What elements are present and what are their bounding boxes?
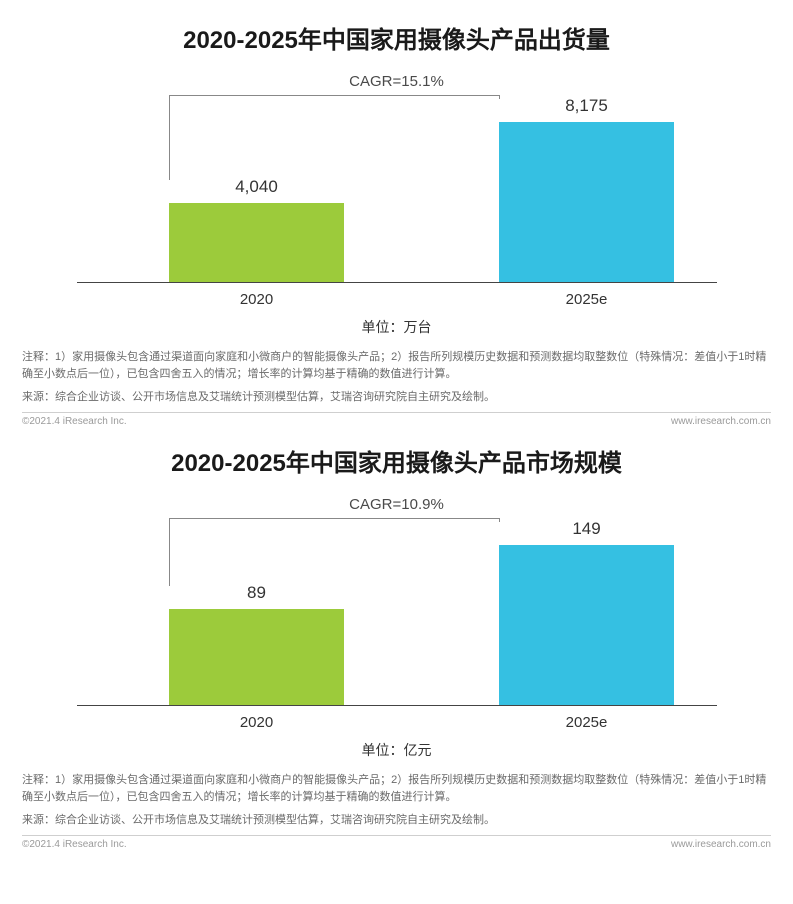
bar-value-label: 8,175 bbox=[565, 96, 608, 116]
copyright-row: ©2021.4 iResearch Inc. www.iresearch.com… bbox=[22, 412, 771, 427]
bracket-vertical-left bbox=[169, 518, 170, 586]
source-text: 来源：综合企业访谈、公开市场信息及艾瑞统计预测模型估算，艾瑞咨询研究院自主研究及… bbox=[10, 389, 783, 406]
plot-area: CAGR=10.9% 89 149 2020 2025e 单位：亿元 bbox=[77, 496, 717, 760]
bracket-vertical-right bbox=[499, 518, 500, 522]
bracket-vertical-right bbox=[499, 95, 500, 99]
chart-title: 2020-2025年中国家用摄像头产品出货量 bbox=[10, 20, 783, 55]
bar-2025e: 149 bbox=[499, 545, 674, 705]
copyright-right: www.iresearch.com.cn bbox=[671, 416, 771, 427]
copyright-right: www.iresearch.com.cn bbox=[671, 839, 771, 850]
chart-title: 2020-2025年中国家用摄像头产品市场规模 bbox=[10, 443, 783, 478]
bar-2020: 4,040 bbox=[169, 203, 344, 282]
source-text: 来源：综合企业访谈、公开市场信息及艾瑞统计预测模型估算，艾瑞咨询研究院自主研究及… bbox=[10, 812, 783, 829]
bar-2025e: 8,175 bbox=[499, 122, 674, 282]
copyright-row: ©2021.4 iResearch Inc. www.iresearch.com… bbox=[22, 835, 771, 850]
chart-shipment: 2020-2025年中国家用摄像头产品出货量 CAGR=15.1% 4,040 … bbox=[10, 20, 783, 427]
copyright-left: ©2021.4 iResearch Inc. bbox=[22, 839, 127, 850]
x-tick-label: 2020 bbox=[240, 714, 273, 731]
x-tick-label: 2025e bbox=[566, 291, 608, 308]
x-tick-label: 2020 bbox=[240, 291, 273, 308]
x-tick-label: 2025e bbox=[566, 714, 608, 731]
footnote-text: 注释：1）家用摄像头包含通过渠道面向家庭和小微商户的智能摄像头产品；2）报告所列… bbox=[10, 772, 783, 806]
plot: 89 149 bbox=[77, 496, 717, 706]
unit-label: 单位：亿元 bbox=[77, 740, 717, 760]
bracket-horizontal bbox=[169, 95, 499, 96]
plot: 4,040 8,175 bbox=[77, 73, 717, 283]
bar-value-label: 4,040 bbox=[235, 177, 278, 197]
bracket-horizontal bbox=[169, 518, 499, 519]
plot-area: CAGR=15.1% 4,040 8,175 2020 2025e 单位：万台 bbox=[77, 73, 717, 337]
bar-value-label: 149 bbox=[572, 519, 600, 539]
footnote-text: 注释：1）家用摄像头包含通过渠道面向家庭和小微商户的智能摄像头产品；2）报告所列… bbox=[10, 349, 783, 383]
bracket-vertical-left bbox=[169, 95, 170, 180]
bar-2020: 89 bbox=[169, 609, 344, 705]
unit-label: 单位：万台 bbox=[77, 317, 717, 337]
chart-market-size: 2020-2025年中国家用摄像头产品市场规模 CAGR=10.9% 89 14… bbox=[10, 443, 783, 850]
bar-value-label: 89 bbox=[247, 583, 266, 603]
copyright-left: ©2021.4 iResearch Inc. bbox=[22, 416, 127, 427]
